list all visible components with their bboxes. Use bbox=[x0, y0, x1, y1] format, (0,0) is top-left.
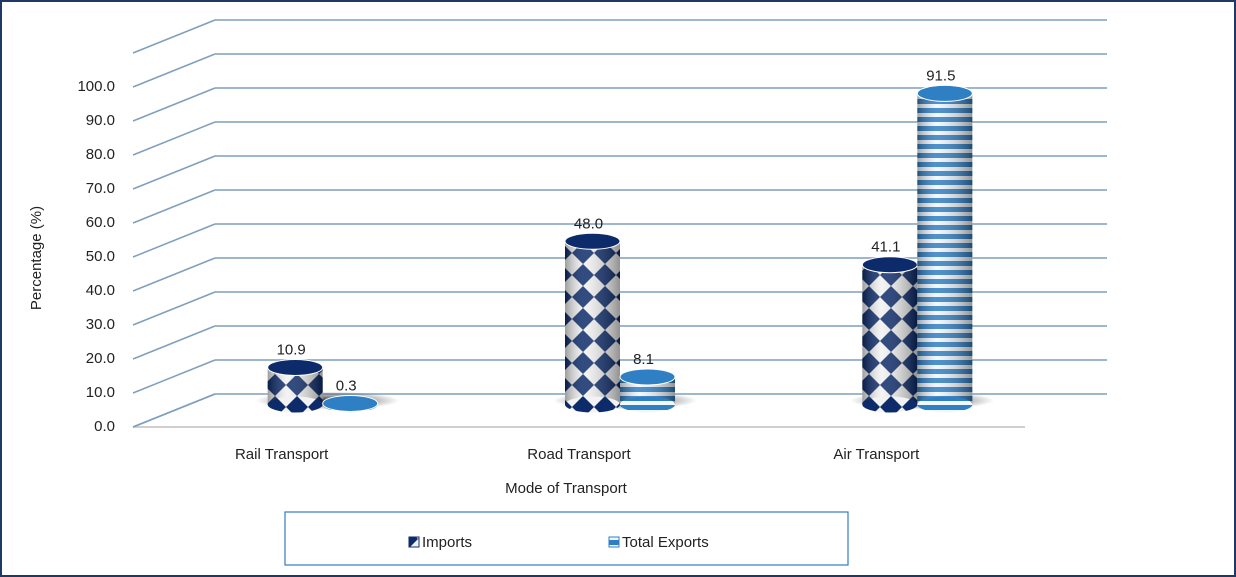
legend-label: Total Exports bbox=[622, 534, 709, 551]
legend-swatch bbox=[608, 536, 620, 548]
y-tick-label: 10.0 bbox=[86, 384, 115, 401]
data-label: 91.5 bbox=[926, 67, 955, 84]
frame-line bbox=[132, 19, 216, 54]
grid-line bbox=[132, 223, 216, 258]
data-label: 8.1 bbox=[633, 351, 654, 368]
y-tick-label: 70.0 bbox=[86, 180, 115, 197]
grid-line bbox=[132, 155, 216, 190]
bar-top bbox=[267, 358, 324, 376]
bar-bottom bbox=[917, 396, 973, 413]
grid-line bbox=[132, 325, 216, 360]
grid-line bbox=[132, 87, 216, 122]
y-tick-label: 100.0 bbox=[77, 78, 115, 95]
x-tick-label: Road Transport bbox=[527, 446, 631, 463]
bar-bottom bbox=[862, 396, 918, 413]
bar-bottom bbox=[620, 396, 675, 413]
data-label: 48.0 bbox=[574, 215, 603, 232]
grid-line bbox=[132, 257, 216, 292]
legend-label: Imports bbox=[422, 534, 472, 551]
grid-line bbox=[132, 291, 216, 326]
grid-line bbox=[132, 121, 216, 156]
grid-line bbox=[132, 53, 216, 88]
bar-shade bbox=[917, 93, 973, 405]
data-label: 10.9 bbox=[277, 341, 306, 358]
bar-shade bbox=[565, 241, 620, 405]
grid-line bbox=[132, 189, 216, 224]
bar-top bbox=[619, 368, 676, 386]
bar-shade bbox=[862, 264, 918, 405]
bar-top bbox=[564, 232, 621, 250]
y-tick-label: 80.0 bbox=[86, 146, 115, 163]
x-tick-label: Air Transport bbox=[833, 446, 920, 463]
data-label: 41.1 bbox=[871, 239, 900, 256]
legend-swatch bbox=[408, 536, 420, 548]
grid-line bbox=[132, 393, 216, 428]
y-tick-label: 0.0 bbox=[94, 418, 115, 435]
y-tick-label: 40.0 bbox=[86, 282, 115, 299]
bar-bottom bbox=[565, 396, 620, 413]
y-tick-label: 90.0 bbox=[86, 112, 115, 129]
legend-box bbox=[284, 511, 849, 566]
x-axis-title: Mode of Transport bbox=[505, 480, 628, 497]
y-tick-label: 30.0 bbox=[86, 316, 115, 333]
bar-top bbox=[322, 394, 379, 412]
y-tick-label: 20.0 bbox=[86, 350, 115, 367]
data-label: 0.3 bbox=[336, 377, 357, 394]
bar-top bbox=[861, 256, 918, 274]
bar-top bbox=[916, 84, 973, 102]
bar-bottom bbox=[267, 396, 323, 413]
y-tick-label: 60.0 bbox=[86, 214, 115, 231]
y-axis-title: Percentage (%) bbox=[28, 206, 45, 310]
x-tick-label: Rail Transport bbox=[235, 446, 329, 463]
grid-line bbox=[132, 359, 216, 394]
y-tick-label: 50.0 bbox=[86, 248, 115, 265]
